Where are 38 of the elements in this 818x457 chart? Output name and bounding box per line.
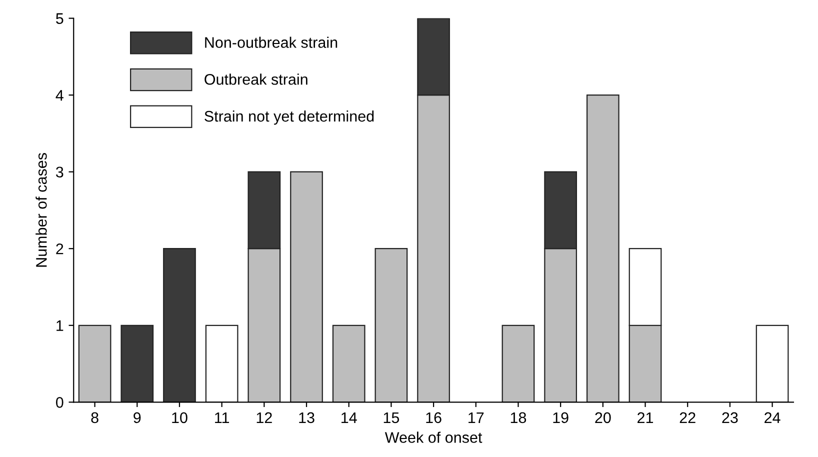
bar bbox=[290, 171, 323, 402]
y-tick-label: 0 bbox=[56, 397, 64, 408]
x-tick-label: 17 bbox=[468, 412, 484, 423]
x-axis-title: Week of onset bbox=[384, 432, 482, 443]
x-tick-label: 8 bbox=[91, 412, 98, 424]
x-tick-label: 20 bbox=[595, 412, 611, 424]
legend-label: Strain not yet determined bbox=[204, 110, 374, 125]
bar bbox=[163, 248, 196, 402]
x-tick-label: 14 bbox=[342, 412, 357, 423]
bar bbox=[502, 324, 535, 402]
x-tick-label: 12 bbox=[256, 412, 272, 423]
x-tick-label: 16 bbox=[426, 412, 442, 424]
y-axis-title: Number of cases bbox=[36, 153, 47, 267]
bar bbox=[205, 324, 238, 402]
bar bbox=[374, 248, 408, 402]
bar bbox=[78, 324, 112, 402]
x-tick-label: 9 bbox=[134, 412, 141, 424]
x-tick-label: 10 bbox=[172, 412, 188, 424]
y-tick-label: 3 bbox=[56, 166, 64, 178]
x-tick-label: 24 bbox=[764, 412, 780, 423]
x-tick-label: 13 bbox=[299, 412, 314, 424]
x-tick-label: 23 bbox=[722, 412, 738, 424]
y-tick-label: 5 bbox=[56, 13, 64, 24]
x-tick-label: 21 bbox=[638, 412, 654, 423]
x-tick-label: 22 bbox=[680, 412, 696, 423]
legend-label: Outbreak strain bbox=[204, 74, 308, 85]
y-tick-label: 1 bbox=[56, 320, 64, 331]
x-tick-label: 18 bbox=[510, 412, 526, 424]
bar bbox=[332, 324, 366, 402]
y-tick-label: 4 bbox=[56, 90, 64, 101]
x-tick-label: 11 bbox=[215, 412, 230, 423]
bar bbox=[120, 324, 154, 402]
x-tick-label: 19 bbox=[553, 412, 568, 424]
bar bbox=[756, 324, 789, 402]
x-tick-label: 15 bbox=[384, 412, 400, 424]
legend-label: Non-outbreak strain bbox=[205, 36, 338, 48]
y-tick-label: 2 bbox=[56, 243, 64, 254]
bar bbox=[586, 94, 620, 402]
